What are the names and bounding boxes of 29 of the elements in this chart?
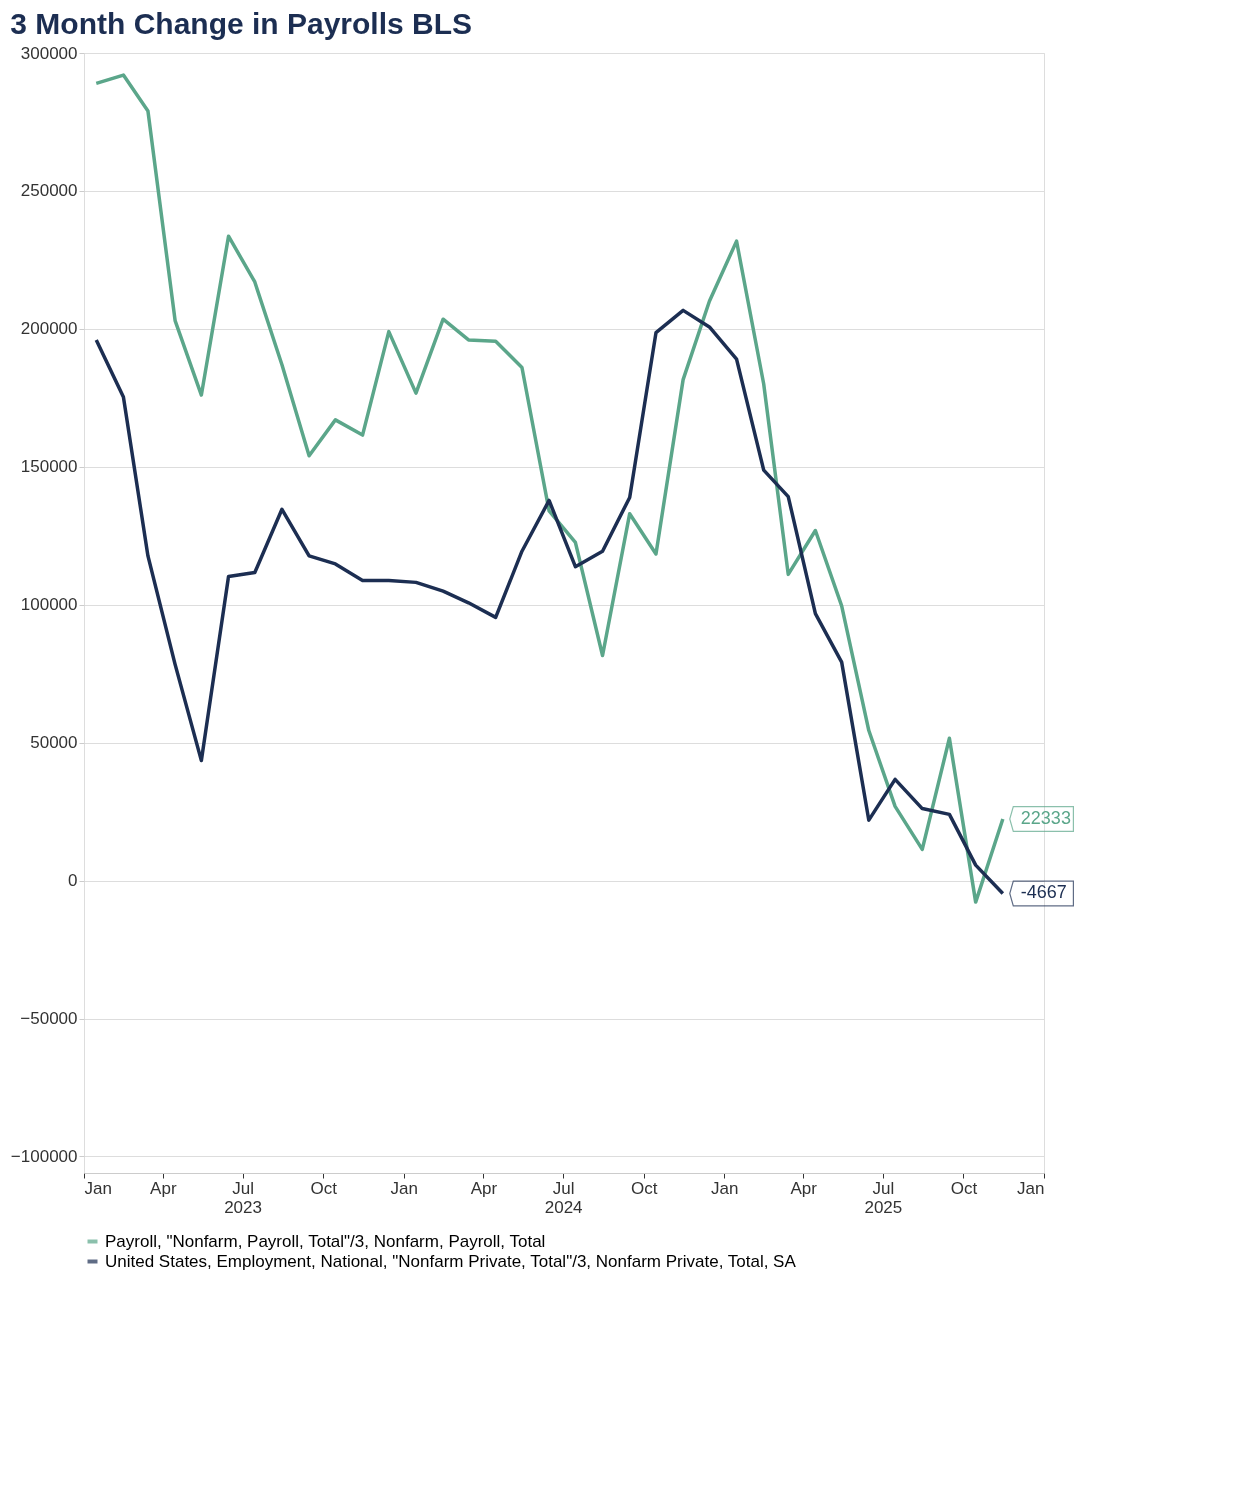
- x-tick-label: Jan: [84, 1178, 112, 1198]
- x-tick-label: Jan: [390, 1178, 418, 1198]
- x-tick-label: Jul 2023: [224, 1178, 262, 1217]
- y-tick-label: 0: [68, 871, 78, 891]
- line-series: [94, 308, 1005, 896]
- x-tick-label: Apr: [470, 1178, 498, 1198]
- x-tick-label: Oct: [310, 1178, 338, 1198]
- y-tick-label: 250000: [20, 181, 78, 201]
- data-label: 22333: [1020, 807, 1071, 828]
- y-tick-label: 200000: [20, 319, 78, 339]
- chart-title: 3 Month Change in Payrolls BLS: [10, 7, 473, 40]
- x-tick-label: Jul 2024: [544, 1178, 583, 1217]
- x-tick-label: Oct: [950, 1178, 978, 1198]
- x-tick-label: Jan: [1017, 1178, 1045, 1198]
- legend-label: United States, Employment, National, "Nonfarm Private, Total"/3, Nonfarm Private, Total, SA: [105, 1251, 797, 1271]
- x-tick-label: Apr: [150, 1178, 177, 1198]
- line-series: [94, 73, 1005, 904]
- y-tick-label: 150000: [20, 457, 78, 477]
- x-tick-label: Oct: [630, 1178, 658, 1198]
- data-label: -4667: [1020, 882, 1067, 903]
- x-tick-label: Jan: [711, 1178, 739, 1198]
- y-tick-label: 100000: [20, 595, 78, 615]
- y-tick-label: 300000: [20, 43, 78, 63]
- y-tick-label: 50000: [30, 733, 78, 753]
- x-tick-label: Jul 2025: [864, 1178, 903, 1217]
- x-tick-label: Apr: [790, 1178, 818, 1198]
- y-tick-label: −50000: [20, 1009, 78, 1029]
- legend-label: Payroll, "Nonfarm, Payroll, Total"/3, Nonfarm, Payroll, Total: [105, 1231, 546, 1251]
- y-tick-label: −100000: [10, 1146, 78, 1166]
